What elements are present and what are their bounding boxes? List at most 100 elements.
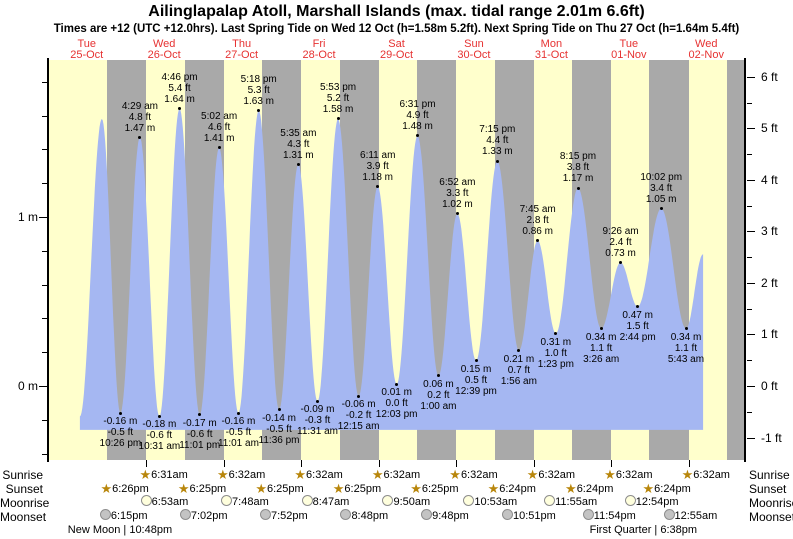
tide-label-line: 1.5 ft xyxy=(626,320,649,332)
tide-label-line: 9:26 am xyxy=(602,225,639,237)
tide-point-dot xyxy=(436,374,440,378)
chart-title: Ailinglapalap Atoll, Marshall Islands (m… xyxy=(148,3,645,20)
day-label: Mon 31-Oct xyxy=(511,39,591,60)
sunset-entry: ★6:25pm xyxy=(333,481,381,497)
tide-label-line: -0.6 ft xyxy=(186,428,213,440)
row-label-left: Sunrise xyxy=(2,468,43,482)
tide-label-line: 1.63 m xyxy=(243,95,274,107)
y-right-tick xyxy=(747,386,755,387)
tide-point-dot xyxy=(536,239,540,243)
y-left-tick-label: 0 m xyxy=(17,379,38,393)
tide-point-dot xyxy=(336,117,340,121)
sunset-entry: ★6:25pm xyxy=(255,481,303,497)
day-label-line: 02-Nov xyxy=(688,48,724,61)
tide-point-dot xyxy=(517,349,521,352)
tide-label-line: 4.4 ft xyxy=(486,135,509,147)
high-tide-label: 4:46 pm 5.4 ft 1.64 m xyxy=(161,72,197,105)
row-label-left: Sunset xyxy=(5,482,43,496)
day-label-line: 26-Oct xyxy=(147,48,181,61)
tide-label-line: 10:31 am xyxy=(138,441,181,453)
tide-label-line: 4.3 ft xyxy=(287,138,310,150)
astro-time: 6:32am xyxy=(306,469,343,481)
astro-time: 9:50am xyxy=(393,496,431,508)
moonrise-icon xyxy=(544,495,556,506)
astro-time: 6:25pm xyxy=(344,483,382,495)
tide-label-line: -0.2 ft xyxy=(345,410,372,422)
tide-label-line: -0.06 m xyxy=(341,399,376,411)
y-right-tick xyxy=(747,179,755,181)
astro-time: 7:52pm xyxy=(271,510,308,522)
tide-label-line: -0.18 m xyxy=(142,419,177,431)
sunrise-star-icon: ★ xyxy=(526,467,539,482)
tide-label-line: 2:44 pm xyxy=(619,331,656,343)
y-right-tick xyxy=(747,257,752,259)
low-tide-label: 0.15 m 0.5 ft 12:39 pm xyxy=(455,364,497,397)
high-tide-label: 9:26 am 2.4 ft 0.73 m xyxy=(602,226,638,259)
tide-point-dot xyxy=(599,327,603,331)
astro-time: 6:26pm xyxy=(112,483,149,495)
tide-label-line: 0.2 ft xyxy=(427,389,450,401)
y-left-tick xyxy=(42,183,47,185)
day-label: Tue 01-Nov xyxy=(589,39,669,60)
day-label: Wed 26-Oct xyxy=(124,39,204,60)
astro-row-moonrise: Moonrise Moonrise 6:53am 7:48am 8:47am 9:50am… xyxy=(0,495,793,510)
low-tide-label: 0.34 m 1.1 ft 3:26 am xyxy=(583,332,619,365)
tide-point-dot xyxy=(395,382,399,386)
low-tide-label: 0.06 m 0.2 ft 1:00 am xyxy=(420,379,456,412)
astro-time: 6:32am xyxy=(538,469,576,481)
tide-point-dot xyxy=(315,399,319,403)
moon-phase-note: First Quarter | 6:38pm xyxy=(589,524,698,536)
low-tide-label: -0.18 m -0.6 ft 10:31 am xyxy=(139,419,181,452)
tide-label-line: 1.41 m xyxy=(203,132,235,144)
sunrise-entry: ★6:32am xyxy=(372,467,420,483)
day-label: Fri 28-Oct xyxy=(279,39,359,60)
sunset-star-icon: ★ xyxy=(410,481,422,496)
tide-label-line: 4.6 ft xyxy=(207,121,231,133)
moonset-entry: 8:48pm xyxy=(340,509,388,522)
tide-label-line: -0.09 m xyxy=(300,404,335,416)
tide-point-dot xyxy=(619,261,623,265)
sunset-entry: ★6:25pm xyxy=(178,481,226,497)
astro-time: 6:25pm xyxy=(421,483,459,495)
sunset-entry: ★6:24pm xyxy=(642,481,690,497)
tide-point-dot xyxy=(138,136,142,140)
tide-label-line: 1.05 m xyxy=(645,193,677,205)
tide-label-line: 1.33 m xyxy=(482,146,513,158)
y-left-tick xyxy=(42,115,47,117)
tide-label-line: 0.34 m xyxy=(585,331,617,343)
tide-label-line: -0.6 ft xyxy=(146,430,173,442)
tide-label-line: -0.17 m xyxy=(182,417,217,429)
tide-label-line: 10:26 pm xyxy=(99,438,142,450)
sunset-entry: ★6:24pm xyxy=(488,481,536,497)
tide-label-line: 2.8 ft xyxy=(526,214,549,226)
astro-time: 6:15pm xyxy=(110,510,148,522)
row-label-right: Sunrise xyxy=(749,468,790,482)
day-tick xyxy=(223,460,225,467)
tide-label-line: 0.21 m xyxy=(503,353,535,365)
tide-label-line: 5.2 ft xyxy=(326,92,350,104)
low-tide-label: -0.16 m -0.5 ft 10:26 pm xyxy=(100,416,142,449)
moonset-icon xyxy=(421,509,433,520)
tide-label-line: 1.1 ft xyxy=(590,342,613,354)
tide-label-line: 1.48 m xyxy=(402,120,433,132)
low-tide-label: 0.31 m 1.0 ft 1:23 pm xyxy=(538,337,574,370)
astro-row-sunset: Sunset Sunset ★6:26pm ★6:25pm ★6:25pm ★6:25pm… xyxy=(0,481,793,497)
low-tide-label: -0.06 m -0.2 ft 12:15 am xyxy=(338,399,380,432)
tide-label-line: 1.0 ft xyxy=(544,347,567,359)
chart-subtitle: Times are +12 (UTC +12.0hrs). Last Sprin… xyxy=(53,23,740,35)
tide-label-line: 3.4 ft xyxy=(650,182,673,194)
y-right-tick-label: 3 ft xyxy=(761,224,778,239)
moonrise-entry: 7:48am xyxy=(221,495,269,508)
moonset-icon xyxy=(260,509,271,520)
tide-label-line: 0.86 m xyxy=(522,225,553,237)
tide-point-dot xyxy=(659,207,663,211)
y-right-tick xyxy=(747,231,755,233)
moonset-icon xyxy=(179,509,191,520)
moonset-icon xyxy=(99,509,111,520)
sunset-star-icon: ★ xyxy=(565,481,577,496)
tide-point-dot xyxy=(257,109,261,113)
low-tide-label: -0.14 m -0.5 ft 11:36 pm xyxy=(259,413,300,446)
tide-label-line: 1:56 am xyxy=(500,375,537,387)
tide-point-dot xyxy=(198,413,202,417)
high-tide-label: 5:02 am 4.6 ft 1.41 m xyxy=(201,111,237,144)
